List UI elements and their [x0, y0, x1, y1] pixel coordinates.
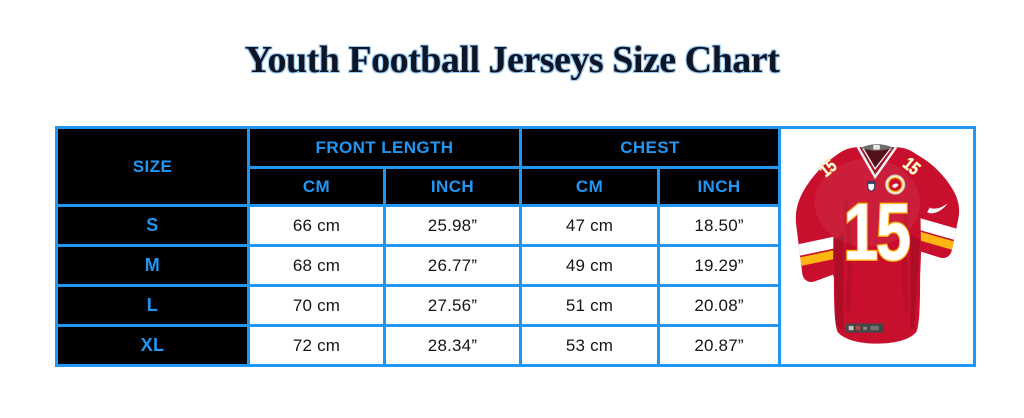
front-length-inch-value: 27.56” [382, 284, 523, 327]
size-label: S [55, 204, 250, 247]
chest-inch-value: 20.87” [657, 324, 782, 367]
table-row-size-xl: XL 72 cm 28.34” 53 cm 20.87” [55, 324, 975, 367]
chest-inch-value: 18.50” [657, 204, 782, 247]
table-row-size-s: S 66 cm 25.98” 47 cm 18.50” [55, 204, 975, 247]
table-row-size-l: L 70 cm 27.56” 51 cm 20.08” [55, 284, 975, 327]
chest-inch-value: 20.08” [657, 284, 782, 327]
chest-inch-value: 19.29” [657, 244, 782, 287]
chest-cm-value: 51 cm [519, 284, 661, 327]
size-chart-table: SIZE FRONT LENGTH CHEST [55, 126, 977, 367]
front-length-cm-value: 66 cm [247, 204, 386, 247]
chest-number: 15 [842, 187, 913, 279]
front-length-cm-value: 72 cm [247, 324, 386, 367]
table-row-size-m: M 68 cm 26.77” 49 cm 19.29” [55, 244, 975, 287]
column-header-front-inch: INCH [382, 166, 523, 207]
column-header-front-cm: CM [247, 166, 386, 207]
front-length-cm-value: 68 cm [247, 244, 386, 287]
jersey-illustration: 15 15 15 [795, 144, 960, 344]
chest-cm-value: 53 cm [519, 324, 661, 367]
chest-cm-value: 49 cm [519, 244, 661, 287]
size-label: XL [55, 324, 250, 367]
jock-tag [845, 323, 884, 333]
jersey-body [795, 147, 960, 344]
side-mesh-right [910, 234, 921, 331]
column-header-chest: CHEST [519, 126, 782, 169]
side-mesh-left [833, 234, 844, 331]
nfl-shield-icon [867, 181, 876, 192]
svg-text:15: 15 [843, 188, 910, 277]
front-length-inch-value: 28.34” [382, 324, 523, 367]
team-patch-icon [885, 174, 906, 195]
column-header-front-length: FRONT LENGTH [246, 126, 523, 169]
size-label: M [55, 244, 250, 287]
collar-tag [873, 144, 880, 150]
front-length-inch-value: 25.98” [382, 204, 523, 247]
front-length-cm-value: 70 cm [247, 284, 386, 327]
column-header-size: SIZE [55, 126, 250, 207]
v-neck-collar [857, 144, 897, 180]
chest-cm-value: 47 cm [519, 204, 661, 247]
column-header-chest-inch: INCH [657, 166, 782, 207]
front-length-inch-value: 26.77” [382, 244, 523, 287]
column-header-chest-cm: CM [519, 166, 661, 207]
jersey-product-image: 15 15 15 [778, 126, 977, 367]
swoosh-icon [927, 203, 948, 214]
size-label: L [55, 284, 250, 327]
page-title: Youth Football Jerseys Size Chart [244, 39, 780, 81]
